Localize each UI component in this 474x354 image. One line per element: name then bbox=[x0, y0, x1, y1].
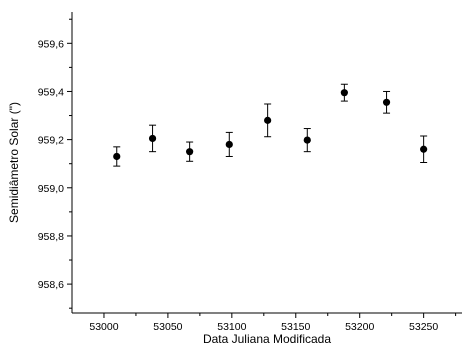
y-tick-label: 959,0 bbox=[38, 183, 64, 195]
data-point bbox=[264, 116, 272, 124]
x-tick-label: 53150 bbox=[281, 321, 310, 333]
x-axis-title: Data Juliana Modificada bbox=[203, 332, 331, 346]
data-point bbox=[420, 145, 428, 153]
y-tick-label: 959,6 bbox=[38, 38, 64, 50]
data-points bbox=[113, 83, 428, 167]
y-tick-label: 958,8 bbox=[38, 231, 64, 243]
data-point bbox=[148, 134, 157, 143]
y-tick-label: 959,4 bbox=[38, 86, 64, 98]
x-tick-label: 53200 bbox=[345, 321, 374, 333]
data-point bbox=[340, 89, 348, 97]
x-tick-label: 53250 bbox=[409, 321, 438, 333]
data-point bbox=[382, 98, 391, 106]
y-tick-label: 958,6 bbox=[38, 279, 64, 291]
data-point bbox=[113, 152, 121, 161]
data-point bbox=[225, 140, 233, 149]
x-axis: 53000 53050 53100 53150 53200 53250 bbox=[89, 313, 457, 333]
x-tick-label: 53100 bbox=[217, 321, 246, 333]
x-tick-label: 53050 bbox=[153, 321, 182, 333]
data-point bbox=[303, 136, 311, 144]
y-tick-label: 959,2 bbox=[38, 135, 64, 147]
data-point bbox=[186, 148, 194, 156]
x-tick-label: 53000 bbox=[89, 321, 118, 333]
plot-frame bbox=[71, 12, 462, 314]
y-axis: 958,6 958,8 959,0 959,2 959,4 959,6 bbox=[38, 18, 72, 309]
y-axis-title: Semidiâmetro Solar (") bbox=[7, 102, 21, 223]
